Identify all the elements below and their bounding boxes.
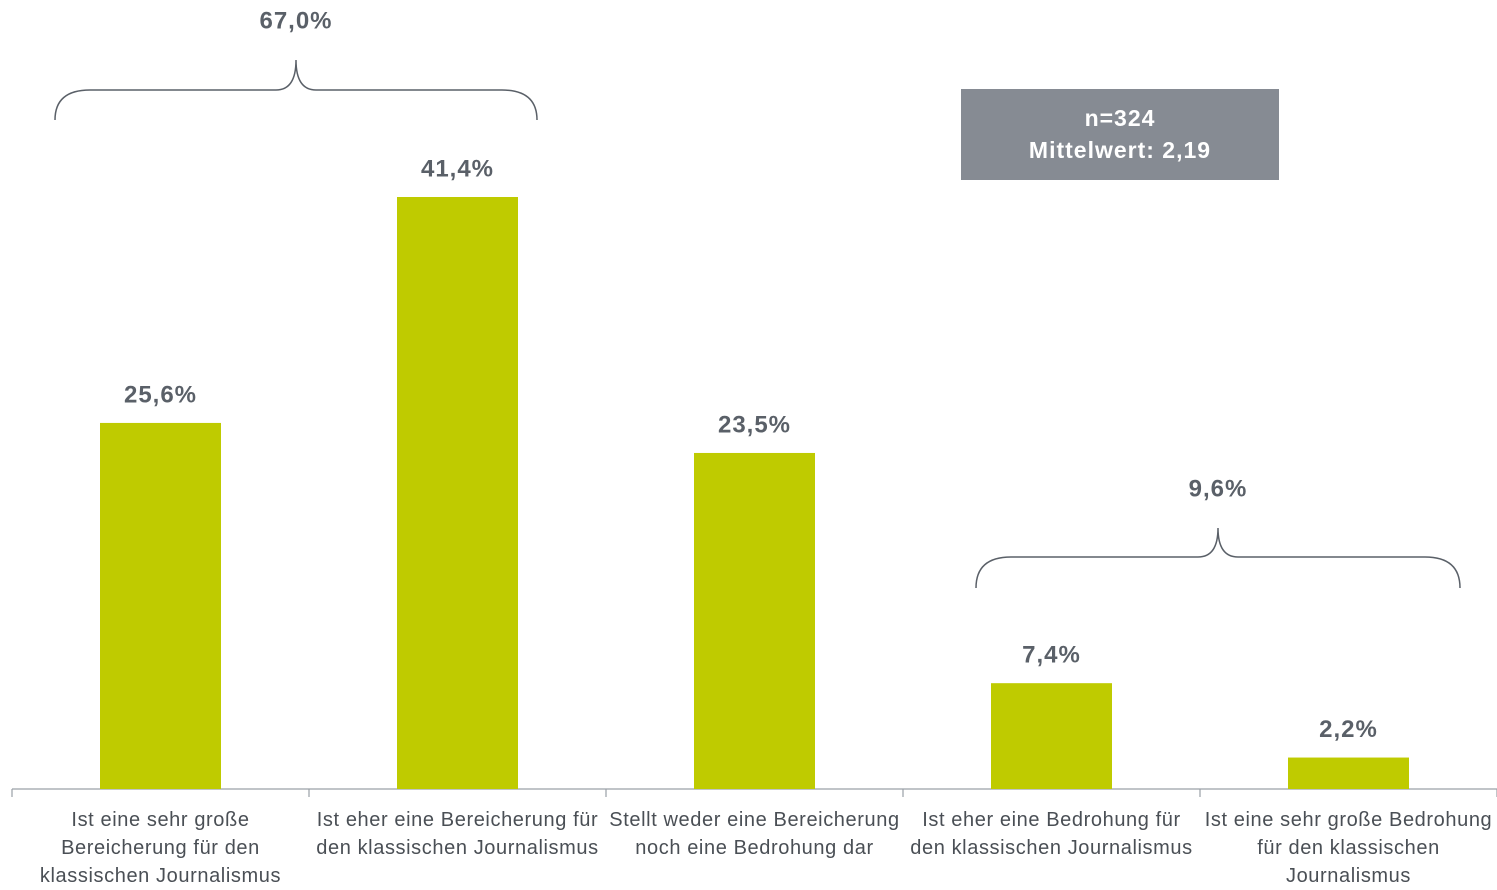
x-tick-label: Stellt weder eine Bereicherung noch eine… [609,809,900,859]
brace [975,527,1461,589]
brace [54,59,538,121]
info-text: n=324 [1085,105,1156,131]
info-box [961,89,1279,180]
bar [397,197,518,789]
bar [694,452,815,789]
x-tick-label: Ist eher eine Bereicherung für den klass… [316,809,599,859]
x-tick-label: Ist eine sehr große Bereicherung für den… [39,809,282,887]
bar [1288,757,1409,789]
info-text: Mittelwert: 2,19 [1029,137,1211,163]
annotation: 67,0% [259,7,332,34]
x-tick-label: Ist eine sehr große Bedrohung für den kl… [1204,809,1493,887]
value-label: 7,4% [1022,642,1081,669]
annotation: 9,6% [1189,475,1248,502]
value-label: 23,5% [718,411,791,438]
value-label: 2,2% [1319,716,1378,743]
x-tick-label: Ist eher eine Bedrohung für den klassisc… [910,809,1193,859]
bar [100,422,221,789]
bar [991,683,1112,789]
value-label: 41,4% [421,155,494,182]
value-label: 25,6% [124,381,197,408]
